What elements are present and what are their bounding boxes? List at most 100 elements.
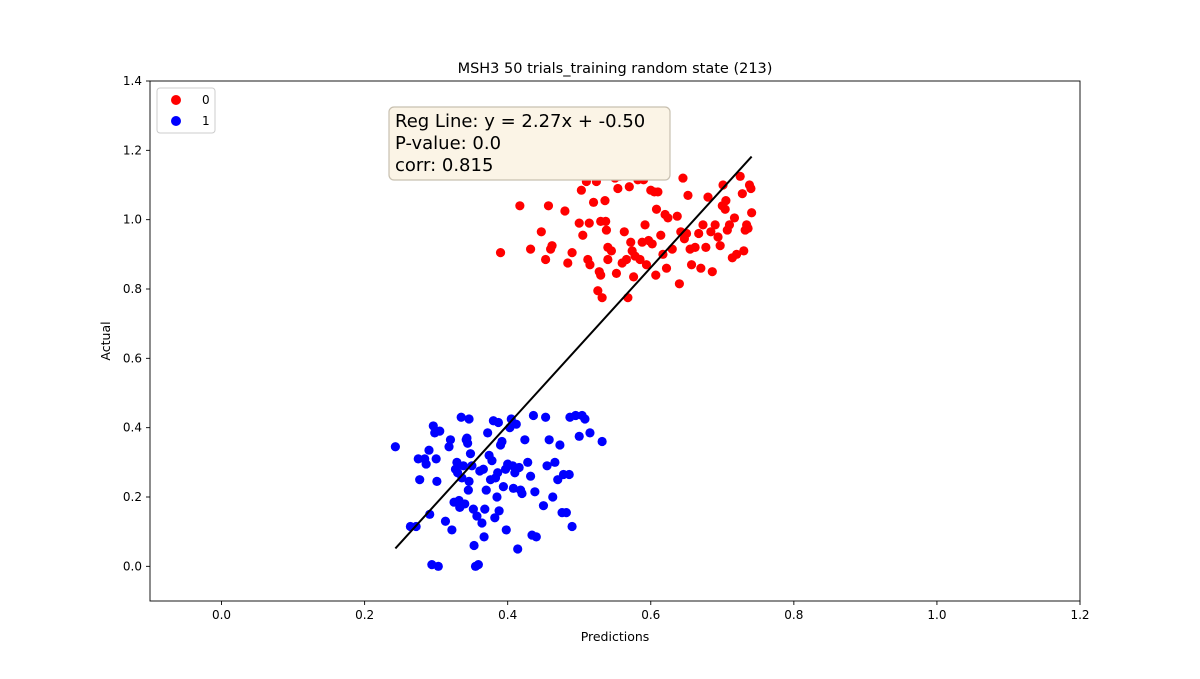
legend-marker-0 <box>171 95 181 105</box>
data-point-series-1 <box>501 525 511 535</box>
data-point-series-0 <box>619 227 629 237</box>
data-point-series-0 <box>747 208 757 218</box>
data-point-series-0 <box>690 242 700 252</box>
data-point-series-1 <box>433 561 443 571</box>
data-point-series-1 <box>493 417 503 428</box>
data-point-series-0 <box>640 220 650 230</box>
y-tick-label: 1.4 <box>123 74 142 88</box>
data-point-series-0 <box>567 248 577 258</box>
x-tick-label: 1.0 <box>927 608 946 622</box>
y-tick-label: 1.2 <box>123 143 142 157</box>
data-point-series-0 <box>739 246 749 256</box>
annotation-background <box>388 106 671 181</box>
data-point-series-0 <box>696 263 706 273</box>
chart-title: MSH3 50 trials_training random state (21… <box>458 61 773 77</box>
data-point-series-1 <box>520 435 530 445</box>
regression-line <box>394 155 753 550</box>
data-point-series-1 <box>435 426 445 436</box>
data-point-series-0 <box>735 171 745 181</box>
data-point-series-0 <box>706 227 716 237</box>
x-tick-label: 0.0 <box>212 608 231 622</box>
data-point-series-1 <box>469 540 479 551</box>
data-point-series-0 <box>495 248 506 258</box>
data-point-series-1 <box>597 436 607 447</box>
data-point-series-1 <box>465 449 476 459</box>
legend-marker-1 <box>171 116 181 126</box>
data-point-series-1 <box>464 476 474 486</box>
data-point-series-0 <box>683 190 693 200</box>
annotation-line-2: P-value: 0.0 <box>395 133 501 154</box>
data-point-series-0 <box>647 239 657 249</box>
data-point-series-1 <box>567 521 577 532</box>
y-axis-label: Actual <box>98 321 113 360</box>
data-point-series-0 <box>629 272 639 282</box>
data-point-series-0 <box>653 187 663 197</box>
data-point-series-1 <box>517 488 527 499</box>
x-axis-label: Predictions <box>581 629 650 644</box>
data-point-series-1 <box>493 468 503 478</box>
data-point-series-0 <box>588 197 599 207</box>
data-point-series-1 <box>523 457 533 467</box>
data-point-series-0 <box>621 254 632 265</box>
data-point-series-1 <box>432 476 442 486</box>
data-point-series-1 <box>468 504 478 514</box>
data-point-series-0 <box>674 279 684 289</box>
data-point-series-0 <box>746 183 756 194</box>
data-point-series-1 <box>494 506 504 516</box>
data-point-series-0 <box>701 242 711 252</box>
data-point-series-0 <box>635 254 645 265</box>
data-point-series-1 <box>464 414 474 424</box>
data-point-series-1 <box>477 518 487 528</box>
data-point-series-0 <box>641 260 652 270</box>
data-point-series-0 <box>536 227 546 237</box>
data-point-series-0 <box>600 196 610 206</box>
data-point-series-1 <box>457 473 467 483</box>
data-point-series-1 <box>456 412 466 422</box>
data-point-series-0 <box>698 220 708 230</box>
data-point-series-0 <box>613 183 623 194</box>
y-tick-label: 0.4 <box>123 421 142 435</box>
data-point-series-0 <box>737 189 747 199</box>
data-point-series-0 <box>713 232 723 242</box>
data-point-series-0 <box>707 267 717 277</box>
data-point-series-0 <box>724 220 735 230</box>
y-axis: 0.0 0.2 0.4 0.6 0.8 1.0 1.2 1.4 <box>123 74 150 573</box>
data-point-series-0 <box>743 223 753 233</box>
data-point-series-0 <box>710 220 720 230</box>
data-point-series-0 <box>624 182 634 192</box>
data-point-series-0 <box>611 268 622 278</box>
data-point-series-0 <box>547 241 557 251</box>
data-point-series-0 <box>678 173 688 183</box>
data-point-series-0 <box>651 204 662 214</box>
data-point-series-0 <box>574 218 584 228</box>
data-point-series-0 <box>560 206 570 216</box>
data-point-series-1 <box>421 459 431 469</box>
x-tick-label: 0.2 <box>355 608 374 622</box>
data-point-series-1 <box>548 492 558 502</box>
data-point-series-1 <box>531 532 541 542</box>
data-point-series-1 <box>440 516 451 526</box>
data-point-series-1 <box>473 560 483 570</box>
data-point-series-0 <box>543 201 554 211</box>
data-point-series-0 <box>703 192 713 202</box>
data-point-series-0 <box>576 185 586 195</box>
data-point-series-1 <box>585 428 595 438</box>
data-point-series-0 <box>686 260 697 270</box>
data-point-series-0 <box>597 293 607 303</box>
legend: 0 1 <box>156 87 216 134</box>
data-point-series-1 <box>561 507 571 518</box>
data-point-series-0 <box>515 201 525 211</box>
data-point-series-0 <box>593 286 603 296</box>
data-point-series-0 <box>578 230 588 240</box>
data-point-series-0 <box>651 270 661 280</box>
data-point-series-1 <box>480 504 490 514</box>
annotation-line-3: corr: 0.815 <box>395 155 493 176</box>
data-point-series-1 <box>447 525 457 535</box>
data-point-series-1 <box>550 457 560 467</box>
x-tick-label: 0.4 <box>498 608 517 622</box>
data-point-series-1 <box>490 513 500 523</box>
data-point-series-0 <box>721 196 731 206</box>
data-point-series-0 <box>584 218 594 228</box>
data-point-series-1 <box>580 414 590 424</box>
